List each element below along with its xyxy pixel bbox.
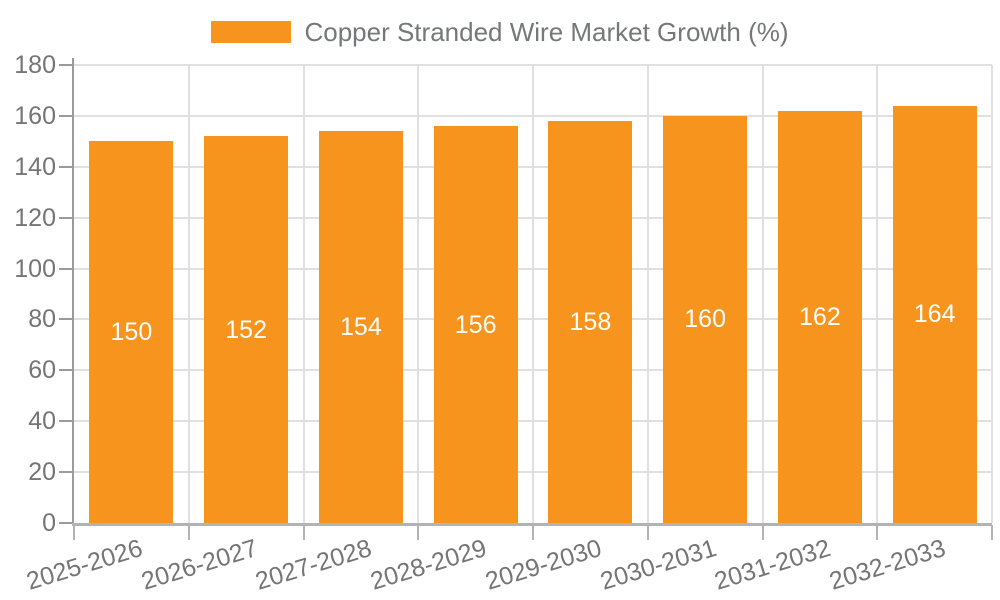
y-axis-tick bbox=[59, 420, 74, 423]
y-axis-tick bbox=[59, 64, 74, 66]
x-gridline bbox=[187, 65, 190, 523]
legend[interactable]: Copper Stranded Wire Market Growth (%) bbox=[0, 18, 1000, 46]
x-axis-tick bbox=[761, 525, 764, 540]
x-axis-category-label: 2031-2032 bbox=[711, 534, 835, 596]
legend-label: Copper Stranded Wire Market Growth (%) bbox=[304, 17, 789, 47]
y-axis-tick-label: 100 bbox=[14, 254, 56, 283]
y-axis-tick-label: 180 bbox=[14, 51, 56, 79]
y-axis-tick bbox=[59, 114, 74, 117]
y-axis-tick-label: 60 bbox=[28, 356, 56, 385]
x-axis-tick bbox=[302, 525, 305, 540]
x-axis-category-label: 2028-2029 bbox=[367, 534, 490, 596]
y-axis-tick-label: 160 bbox=[14, 101, 56, 130]
bar[interactable] bbox=[892, 105, 977, 523]
bar[interactable] bbox=[204, 136, 289, 523]
x-axis-tick bbox=[532, 525, 534, 540]
x-axis-tick bbox=[876, 525, 879, 540]
y-axis-tick bbox=[59, 522, 74, 524]
bar[interactable] bbox=[777, 110, 862, 523]
y-axis-tick-label: 80 bbox=[28, 305, 56, 334]
x-axis-category-label: 2032-2033 bbox=[826, 534, 949, 596]
bar[interactable] bbox=[548, 120, 633, 523]
y-axis-tick-label: 120 bbox=[14, 203, 56, 232]
x-axis-tick bbox=[417, 525, 420, 540]
bar[interactable] bbox=[433, 126, 518, 523]
x-gridline bbox=[302, 65, 305, 523]
x-gridline bbox=[417, 65, 420, 523]
x-axis-tick bbox=[73, 525, 75, 540]
bar[interactable] bbox=[89, 141, 174, 523]
bar[interactable] bbox=[318, 131, 403, 523]
y-axis-line bbox=[72, 58, 74, 525]
y-axis-tick bbox=[59, 318, 74, 321]
y-axis-tick-label: 0 bbox=[42, 509, 56, 537]
x-axis-category-label: 2030-2031 bbox=[596, 534, 720, 596]
x-axis-tick bbox=[991, 525, 993, 540]
x-axis-tick bbox=[646, 525, 649, 540]
x-axis-line bbox=[72, 523, 992, 526]
x-gridline bbox=[761, 65, 764, 523]
legend-swatch bbox=[211, 21, 292, 43]
y-axis-tick bbox=[59, 216, 74, 219]
x-axis-category-label: 2029-2030 bbox=[482, 534, 605, 596]
bar[interactable] bbox=[663, 115, 748, 523]
y-axis-tick bbox=[59, 369, 74, 372]
x-gridline bbox=[876, 65, 879, 523]
x-gridline bbox=[646, 65, 649, 523]
y-axis-tick-label: 140 bbox=[14, 152, 56, 181]
x-gridline bbox=[532, 65, 534, 523]
y-axis-tick-label: 20 bbox=[28, 458, 56, 487]
x-axis-category-label: 2027-2028 bbox=[252, 534, 376, 596]
y-axis-tick-label: 40 bbox=[28, 407, 56, 436]
x-axis-category-label: 2025-2026 bbox=[23, 534, 146, 596]
y-axis-tick bbox=[59, 471, 74, 474]
y-axis-tick bbox=[59, 267, 74, 270]
x-gridline bbox=[991, 65, 993, 523]
x-axis-tick bbox=[187, 525, 190, 540]
x-axis-category-label: 2026-2027 bbox=[137, 534, 261, 596]
y-axis-tick bbox=[59, 165, 74, 168]
